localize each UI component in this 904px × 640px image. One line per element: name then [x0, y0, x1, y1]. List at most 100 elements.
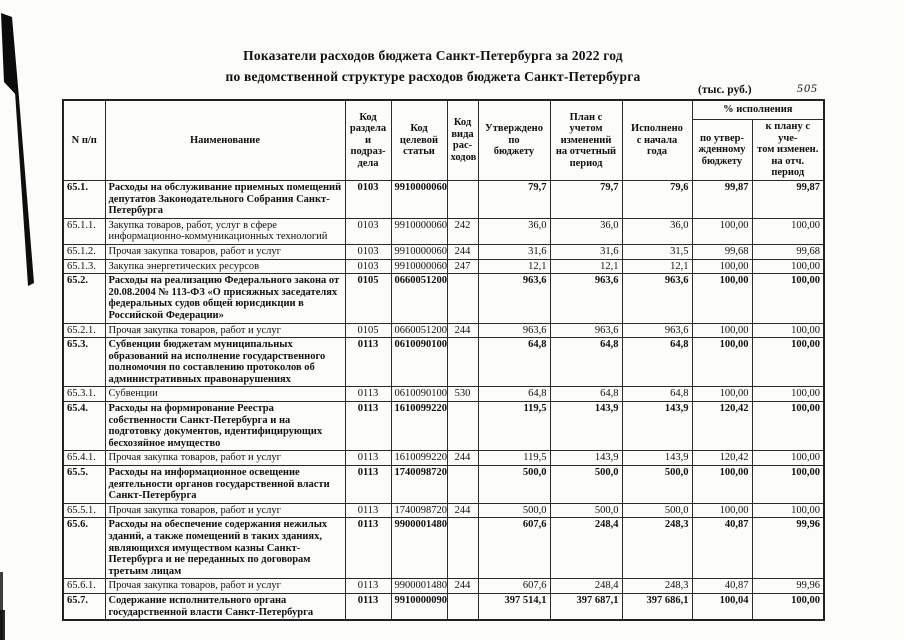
cell-kind-code: 244	[446, 502, 479, 519]
cell-kind-code	[446, 337, 479, 388]
cell-executed: 248,3	[621, 517, 693, 580]
cell-approved: 64,8	[477, 337, 551, 388]
cell-pct-plan: 100,00	[751, 465, 825, 504]
cell-kind-code	[446, 273, 479, 324]
cell-executed: 963,6	[621, 322, 693, 339]
cell-kind-code	[446, 465, 479, 504]
cell-plan: 248,4	[549, 578, 623, 594]
cell-pct-approved: 99,68	[691, 243, 753, 260]
cell-plan: 963,6	[549, 273, 623, 324]
cell-section-code: 0113	[344, 450, 392, 467]
cell-num: 65.7.	[62, 592, 106, 621]
cell-pct-plan: 100,00	[751, 273, 825, 324]
cell-plan: 963,6	[549, 322, 623, 339]
cell-plan: 143,9	[549, 401, 623, 452]
cell-name: Содержание исполнительного органа госуда…	[104, 592, 346, 621]
cell-plan: 12,1	[549, 258, 623, 275]
cell-kind-code	[446, 179, 479, 219]
cell-num: 65.1.1.	[62, 217, 106, 245]
header-pct-group: % исполнения	[691, 99, 825, 120]
cell-kind-code: 247	[446, 258, 479, 275]
cell-name: Прочая закупка товаров, работ и услуг	[104, 502, 346, 519]
cell-article-code: 9910000060	[390, 258, 448, 275]
cell-name: Субвенции	[104, 386, 346, 403]
table-row: 65.4. Расходы на формирование Реестра соб…	[62, 401, 825, 452]
cell-section-code: 0113	[344, 517, 392, 580]
table-row: 65.1.3. Закупка энергетических ресурсов 01…	[62, 258, 825, 275]
cell-approved: 607,6	[477, 517, 551, 580]
title-line-2: по ведомственной структуре расходов бюдж…	[225, 69, 641, 84]
cell-pct-approved: 40,87	[691, 517, 753, 580]
cell-article-code: 9910000060	[390, 179, 448, 219]
cell-pct-approved: 100,00	[691, 465, 753, 504]
cell-name: Расходы на реализацию Федерального закон…	[104, 273, 346, 324]
cell-kind-code: 244	[446, 450, 479, 467]
cell-pct-approved: 100,00	[691, 258, 753, 275]
cell-section-code: 0113	[344, 465, 392, 504]
cell-name: Расходы на формирование Реестра собствен…	[104, 401, 346, 452]
header-article-code: Код целевой статьи	[390, 99, 448, 181]
cell-section-code: 0113	[344, 386, 392, 403]
units-label: (тыс. руб.)	[698, 84, 752, 96]
cell-kind-code: 244	[446, 322, 479, 339]
cell-pct-plan: 100,00	[751, 386, 825, 403]
cell-num: 65.6.1.	[62, 578, 106, 594]
cell-pct-plan: 99,96	[751, 578, 825, 594]
cell-article-code: 9900001480	[390, 578, 448, 594]
cell-executed: 397 686,1	[621, 592, 693, 621]
cell-plan: 248,4	[549, 517, 623, 580]
cell-executed: 64,8	[621, 337, 693, 388]
table-row: 65.1.2. Прочая закупка товаров, работ и у…	[62, 243, 825, 260]
cell-executed: 500,0	[621, 502, 693, 519]
cell-pct-plan: 100,00	[751, 322, 825, 339]
cell-plan: 500,0	[549, 502, 623, 519]
table-row: 65.3.1. Субвенции 0113 0610090100 530 64,8 64,…	[62, 386, 825, 403]
cell-approved: 36,0	[477, 217, 551, 245]
cell-approved: 963,6	[477, 273, 551, 324]
cell-num: 65.4.1.	[62, 450, 106, 467]
cell-num: 65.4.	[62, 401, 106, 452]
cell-section-code: 0103	[344, 243, 392, 260]
cell-pct-approved: 99,87	[691, 179, 753, 219]
cell-plan: 31,6	[549, 243, 623, 260]
cell-section-code: 0113	[344, 578, 392, 594]
cell-name: Расходы на обеспечение содержания нежилы…	[104, 517, 346, 580]
cell-article-code: 1610099220	[390, 450, 448, 467]
table-row: 65.5.1. Прочая закупка товаров, работ и у…	[62, 502, 825, 519]
cell-kind-code	[446, 592, 479, 621]
cell-plan: 36,0	[549, 217, 623, 245]
cell-executed: 64,8	[621, 386, 693, 403]
cell-section-code: 0105	[344, 322, 392, 339]
header-pct-approved: по утвер- жденному бюджету	[691, 119, 753, 181]
cell-plan: 64,8	[549, 386, 623, 403]
header-section-code: Код раздела и подраз- дела	[344, 99, 392, 181]
cell-pct-plan: 100,00	[751, 401, 825, 452]
cell-kind-code: 244	[446, 578, 479, 594]
cell-num: 65.5.	[62, 465, 106, 504]
cell-article-code: 9910000060	[390, 243, 448, 260]
header-kind-code: Код вида рас- ходов	[446, 99, 479, 181]
cell-article-code: 9910000090	[390, 592, 448, 621]
table-row: 65.1. Расходы на обслуживание приемных по…	[62, 179, 825, 219]
cell-plan: 397 687,1	[549, 592, 623, 621]
cell-executed: 31,5	[621, 243, 693, 260]
cell-executed: 500,0	[621, 465, 693, 504]
cell-pct-approved: 100,00	[691, 386, 753, 403]
cell-article-code: 9900001480	[390, 517, 448, 580]
cell-kind-code: 244	[446, 243, 479, 260]
cell-plan: 143,9	[549, 450, 623, 467]
cell-article-code: 1610099220	[390, 401, 448, 452]
cell-num: 65.1.3.	[62, 258, 106, 275]
cell-pct-approved: 100,00	[691, 322, 753, 339]
cell-article-code: 1740098720	[390, 502, 448, 519]
cell-num: 65.2.	[62, 273, 106, 324]
cell-section-code: 0103	[344, 179, 392, 219]
cell-name: Прочая закупка товаров, работ и услуг	[104, 450, 346, 467]
cell-article-code: 0610090100	[390, 386, 448, 403]
cell-pct-plan: 99,68	[751, 243, 825, 260]
cell-section-code: 0103	[344, 217, 392, 245]
cell-approved: 31,6	[477, 243, 551, 260]
table-row: 65.1.1. Закупка товаров, работ, услуг в с…	[62, 217, 825, 245]
table-row: 65.3. Субвенции бюджетам муниципальных об…	[62, 337, 825, 388]
cell-approved: 500,0	[477, 502, 551, 519]
